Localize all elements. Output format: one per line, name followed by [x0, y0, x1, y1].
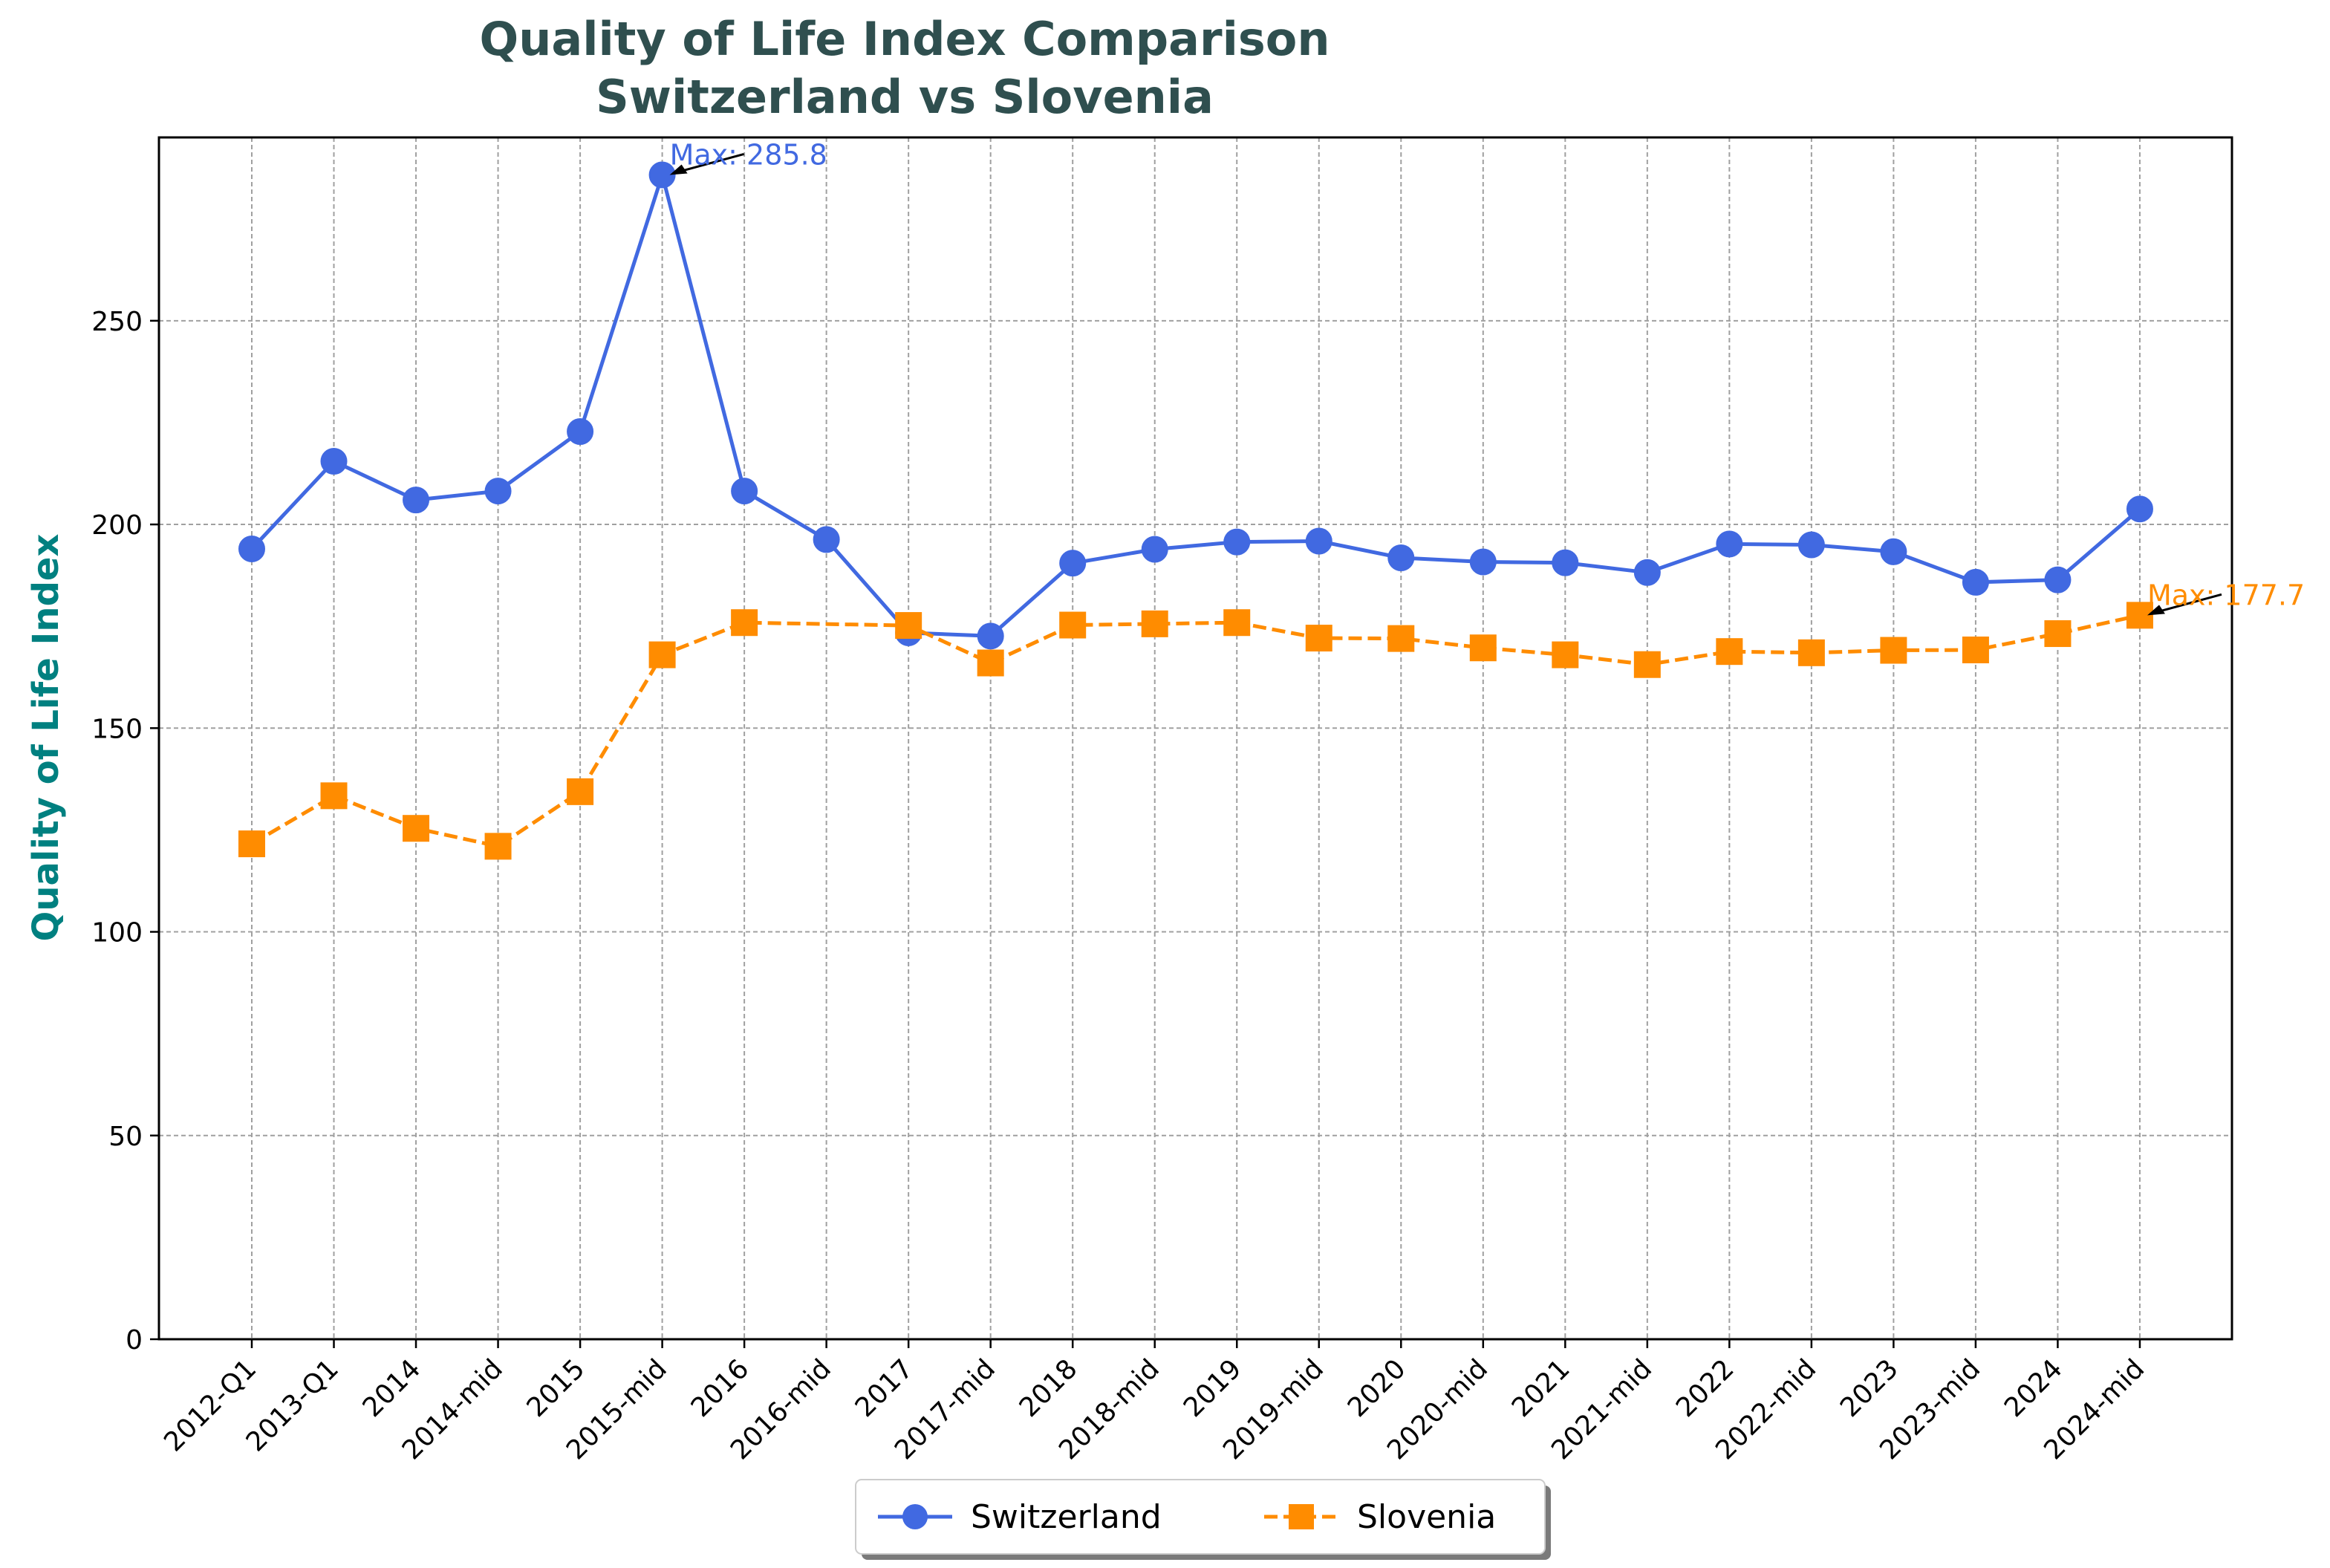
data-point	[403, 815, 430, 842]
data-point	[1387, 544, 1415, 572]
legend-label: Switzerland	[971, 1498, 1162, 1536]
data-point	[977, 622, 1004, 650]
data-point	[648, 641, 676, 668]
data-point	[238, 830, 265, 858]
data-point	[1469, 634, 1497, 662]
y-tick-label: 100	[91, 918, 143, 949]
y-tick-label: 250	[91, 307, 143, 337]
data-point	[895, 612, 922, 640]
annotation-arrowhead	[669, 164, 688, 175]
y-axis-label: Quality of Life Index	[25, 534, 67, 942]
data-point	[1797, 531, 1825, 559]
data-point	[320, 782, 348, 810]
data-point	[484, 833, 512, 860]
annotation-label: Max: 285.8	[670, 138, 827, 171]
data-point	[1552, 549, 1579, 576]
legend-label: Slovenia	[1357, 1498, 1496, 1536]
annotations: Max: 285.8 Max: 177.7	[669, 138, 2305, 616]
data-point	[977, 649, 1004, 677]
series-switzerland	[238, 161, 2153, 650]
data-point	[731, 609, 758, 637]
data-point	[567, 417, 594, 445]
annotation-label: Max: 177.7	[2147, 579, 2305, 611]
data-point	[1633, 651, 1661, 678]
chart-subtitle: Switzerland vs Slovenia	[596, 70, 1214, 124]
legend-marker	[902, 1504, 928, 1529]
chart-title: Quality of Life Index Comparison	[480, 12, 1330, 66]
series-slovenia	[238, 602, 2153, 860]
data-point	[1880, 538, 1907, 565]
data-point	[1552, 641, 1579, 668]
data-point	[1880, 637, 1907, 664]
data-point	[731, 478, 758, 505]
data-point	[484, 478, 512, 505]
data-point	[1059, 550, 1087, 577]
series-line-switzerland	[250, 173, 2141, 638]
series-layer	[238, 161, 2153, 860]
data-point	[1962, 568, 1989, 596]
data-point	[1305, 527, 1332, 555]
data-point	[1223, 609, 1251, 637]
legend-marker	[1289, 1504, 1314, 1529]
data-point	[238, 535, 265, 562]
data-point	[2126, 602, 2153, 629]
data-point	[1469, 548, 1497, 576]
data-point	[1716, 638, 1743, 666]
data-point	[1141, 610, 1168, 637]
annotation-arrowhead	[2147, 605, 2165, 616]
legend: Switzerland Slovenia	[855, 1479, 1551, 1560]
data-point	[1387, 625, 1415, 652]
data-point	[648, 161, 676, 189]
y-tick-label: 0	[126, 1325, 143, 1356]
data-point	[1059, 611, 1087, 639]
y-tick-label: 150	[91, 714, 143, 744]
data-point	[1797, 639, 1825, 666]
data-point	[403, 487, 430, 514]
plot-frame	[157, 136, 2233, 1341]
data-point	[1962, 636, 1989, 663]
y-tick-label: 200	[91, 510, 143, 541]
data-point	[320, 448, 348, 475]
data-point	[1223, 528, 1251, 556]
data-point	[1633, 559, 1661, 586]
y-tick-label: 50	[108, 1122, 143, 1152]
data-point	[567, 778, 594, 805]
data-point	[813, 526, 840, 553]
data-point	[1305, 625, 1332, 652]
data-point	[2126, 495, 2153, 523]
legend-box	[855, 1479, 1546, 1555]
data-point	[2044, 566, 2072, 593]
data-point	[1141, 536, 1168, 563]
data-point	[1716, 530, 1743, 558]
data-point	[2044, 620, 2072, 648]
